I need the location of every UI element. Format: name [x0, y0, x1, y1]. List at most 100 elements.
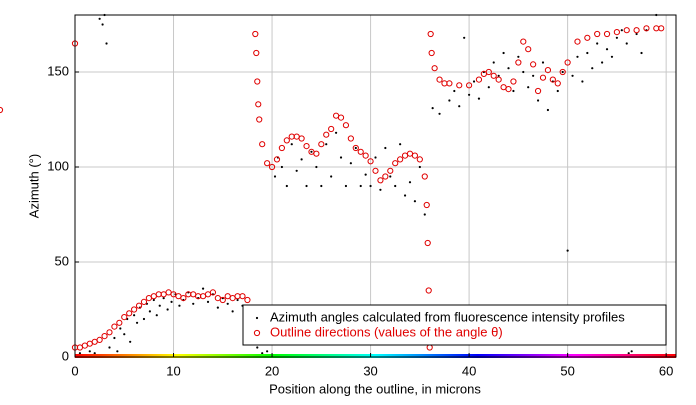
data-point [546, 108, 550, 112]
y-axis-label: Azimuth (°) [26, 154, 41, 218]
data-point [394, 184, 397, 188]
data-point [347, 135, 354, 142]
data-point [155, 291, 162, 298]
data-point [330, 175, 333, 178]
data-point [379, 188, 382, 191]
data-point [453, 89, 456, 93]
data-point [135, 302, 143, 309]
data-point [640, 51, 643, 55]
data-point [101, 333, 108, 340]
data-point [418, 165, 421, 169]
data-point [377, 177, 384, 184]
data-point [441, 80, 448, 87]
data-point [152, 298, 155, 302]
data-point [305, 184, 308, 188]
data-point [502, 51, 505, 55]
data-point [389, 175, 392, 178]
data-point [148, 310, 151, 313]
data-point [328, 125, 335, 133]
x-axis-label: Position along the outline, in microns [269, 381, 481, 396]
data-point [349, 162, 352, 165]
data-point [596, 42, 599, 45]
data-point [266, 350, 269, 353]
data-point [165, 289, 172, 296]
data-point [492, 61, 495, 64]
data-point [497, 74, 500, 77]
x-tick-label: 10 [166, 363, 180, 378]
data-point [135, 321, 139, 324]
data-point [392, 160, 399, 167]
data-point [613, 28, 620, 36]
y-tick-label: 150 [47, 63, 69, 78]
data-point [290, 143, 293, 146]
data-point [88, 350, 91, 353]
data-point [219, 296, 226, 304]
data-point [229, 295, 236, 302]
data-point [463, 36, 466, 39]
data-point [259, 141, 266, 148]
data-point [539, 74, 547, 81]
data-point [427, 30, 434, 38]
data-point [406, 150, 414, 157]
data-point [342, 122, 350, 129]
data-point [369, 184, 372, 188]
y-tick-label: 0 [62, 348, 69, 363]
data-point [160, 291, 167, 298]
data-point [113, 336, 116, 340]
legend: Azimuth angles calculated from fluoresce… [242, 304, 667, 346]
data-point [252, 30, 259, 38]
x-tick-label: 40 [462, 363, 476, 378]
data-point [374, 156, 377, 159]
data-point [256, 346, 259, 349]
data-point [467, 93, 471, 96]
data-point [344, 184, 348, 188]
data-point [421, 173, 428, 180]
data-point [416, 156, 423, 163]
data-point [510, 78, 517, 85]
legend-label: Azimuth angles calculated from fluoresce… [270, 309, 625, 324]
data-point [426, 344, 433, 351]
data-point [643, 25, 650, 32]
y-tick-label: 100 [47, 158, 69, 173]
data-point [352, 144, 359, 152]
data-point [487, 86, 490, 89]
data-point [534, 87, 542, 95]
data-point [273, 156, 281, 163]
data-point [206, 300, 210, 303]
data-point [423, 201, 430, 209]
data-point [111, 323, 118, 330]
data-point [399, 143, 402, 146]
data-point [401, 152, 409, 159]
data-point [431, 65, 438, 72]
data-point [354, 146, 357, 150]
data-point [620, 29, 623, 32]
y-tick-label: 50 [55, 253, 69, 268]
data-point [554, 80, 561, 87]
data-point [204, 291, 212, 298]
data-point [601, 61, 604, 64]
data-point [244, 296, 251, 304]
data-point [605, 48, 609, 51]
data-point [425, 287, 432, 294]
data-point [236, 298, 239, 302]
data-point [303, 143, 310, 150]
data-point [332, 112, 340, 119]
data-point [339, 156, 343, 159]
data-point [310, 150, 313, 153]
data-point [615, 36, 618, 39]
data-point [630, 350, 633, 353]
data-point [584, 34, 591, 41]
x-tick-label: 60 [659, 363, 673, 378]
data-point [566, 249, 569, 252]
data-point [116, 350, 119, 353]
data-point [456, 82, 463, 89]
data-point [411, 152, 419, 159]
data-point [106, 329, 113, 336]
data-point [515, 59, 522, 66]
data-point [500, 84, 507, 91]
data-point [544, 67, 552, 74]
data-point [142, 317, 146, 321]
data-point [364, 173, 367, 176]
data-point [129, 340, 132, 343]
